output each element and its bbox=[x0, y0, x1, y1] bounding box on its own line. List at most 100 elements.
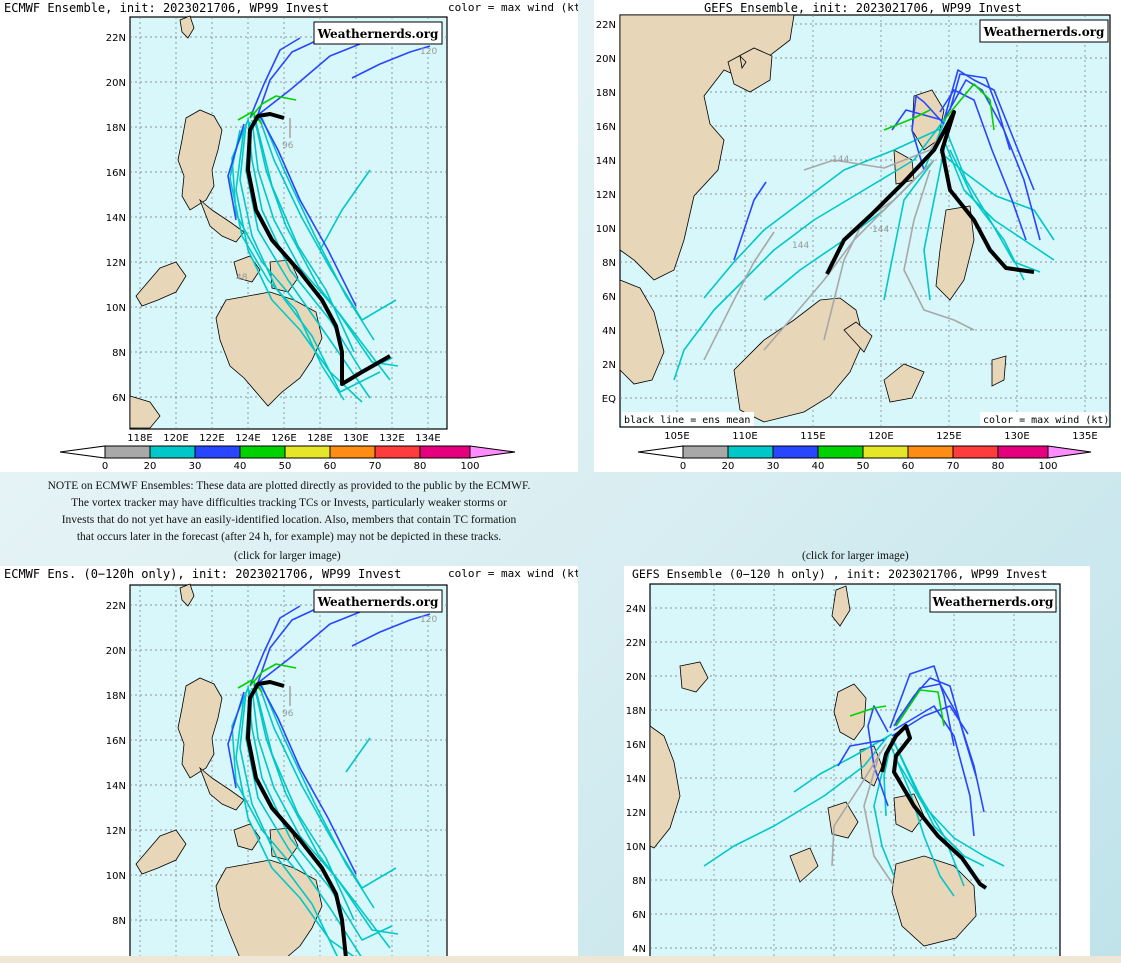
gefs-ensemble-panel[interactable]: GEFS Ensemble, init: 2023021706, WP99 In… bbox=[594, 0, 1121, 472]
colorbar-label: 40 bbox=[812, 461, 825, 472]
lat-label: 18N bbox=[626, 706, 646, 717]
colorbar: 0 20 30 40 50 60 70 80 100 bbox=[637, 445, 1092, 472]
watermark: Weathernerds.org bbox=[983, 25, 1105, 39]
lat-label: 12N bbox=[626, 808, 646, 819]
lon-label: 110E bbox=[732, 431, 757, 442]
colorbar-label: 70 bbox=[947, 461, 960, 472]
note-line: The vortex tracker may have difficulties… bbox=[71, 497, 507, 509]
note-line: NOTE on ECMWF Ensembles: These data are … bbox=[47, 480, 531, 492]
lat-label: 20N bbox=[596, 54, 616, 65]
legend-color-note: color = max wind (kt) bbox=[983, 415, 1109, 426]
color-note: color = max wind (kt) bbox=[448, 567, 578, 580]
lon-label: 105E bbox=[664, 431, 689, 442]
lat-label: 18N bbox=[596, 88, 616, 99]
click-larger-link[interactable]: (click for larger image) bbox=[802, 550, 909, 562]
ecmwf-note: NOTE on ECMWF Ensembles: These data are … bbox=[0, 478, 578, 546]
lat-label: 14N bbox=[106, 781, 126, 792]
lat-label: 8N bbox=[602, 258, 616, 269]
watermark: Weathernerds.org bbox=[317, 595, 439, 609]
color-note: color = max wind (kt) bbox=[448, 1, 578, 14]
lon-label: 128E bbox=[307, 433, 332, 444]
lon-label: 126E bbox=[271, 433, 296, 444]
lat-label: 22N bbox=[106, 33, 126, 44]
colorbar-label: 60 bbox=[324, 461, 337, 472]
lat-label: 6N bbox=[112, 393, 126, 404]
colorbar-label: 80 bbox=[992, 461, 1005, 472]
lat-label: 16N bbox=[106, 168, 126, 179]
lon-label: 122E bbox=[199, 433, 224, 444]
lon-label: 130E bbox=[1004, 431, 1029, 442]
lat-label: 12N bbox=[106, 826, 126, 837]
lat-label: 10N bbox=[626, 842, 646, 853]
lat-label: 16N bbox=[106, 736, 126, 747]
lat-label: 14N bbox=[626, 774, 646, 785]
colorbar-label: 30 bbox=[189, 461, 202, 472]
gefs-120h-track-map: 24N 22N 20N 18N 16N 14N 12N 10N 8N 6N 4N… bbox=[626, 583, 1061, 956]
ecmwf-track-map: 22N 20N 18N 16N 14N 12N 10N 8N 6N 118E 1… bbox=[59, 15, 516, 472]
lat-label: 16N bbox=[596, 122, 616, 133]
lat-label: 12N bbox=[106, 258, 126, 269]
lat-label: 18N bbox=[106, 123, 126, 134]
lon-label: 118E bbox=[127, 433, 152, 444]
colorbar-label: 50 bbox=[857, 461, 870, 472]
lat-label: 8N bbox=[112, 916, 126, 927]
lat-label: 8N bbox=[112, 348, 126, 359]
ecmwf-ensemble-panel[interactable]: ECMWF Ensemble, init: 2023021706, WP99 I… bbox=[0, 0, 578, 472]
track-annotation: 96 bbox=[282, 709, 294, 719]
lat-label: 22N bbox=[106, 601, 126, 612]
colorbar-label: 30 bbox=[767, 461, 780, 472]
note-line: Invests that do not yet have an easily-i… bbox=[61, 514, 517, 526]
track-annotation: 144 bbox=[872, 225, 889, 235]
gefs-120h-panel[interactable]: GEFS Ensemble (0−120 h only) , init: 202… bbox=[624, 566, 1090, 956]
lat-label: 20N bbox=[106, 646, 126, 657]
lat-label: 12N bbox=[596, 190, 616, 201]
note-line: that occurs later in the forecast (after… bbox=[76, 531, 502, 543]
colorbar-label: 0 bbox=[102, 461, 108, 472]
lon-label: 134E bbox=[415, 433, 440, 444]
colorbar: 0 20 30 40 50 60 70 80 100 bbox=[59, 445, 516, 472]
panel-title: ECMWF Ens. (0−120h only), init: 20230217… bbox=[4, 567, 402, 581]
colorbar-label: 50 bbox=[279, 461, 292, 472]
lon-label: 120E bbox=[868, 431, 893, 442]
panel-title: ECMWF Ensemble, init: 2023021706, WP99 I… bbox=[4, 1, 330, 15]
lat-label: 14N bbox=[106, 213, 126, 224]
lat-label: 6N bbox=[602, 292, 616, 303]
lat-label: 20N bbox=[106, 78, 126, 89]
lon-label: 115E bbox=[800, 431, 825, 442]
ecmwf-120h-panel[interactable]: ECMWF Ens. (0−120h only), init: 20230217… bbox=[0, 566, 578, 956]
click-larger-link[interactable]: (click for larger image) bbox=[234, 550, 341, 562]
lat-label: 2N bbox=[602, 360, 616, 371]
lat-label: 8N bbox=[632, 876, 646, 887]
colorbar-label: 100 bbox=[460, 461, 479, 472]
lat-label: 4N bbox=[602, 326, 616, 337]
lat-label: EQ bbox=[602, 394, 616, 405]
colorbar-label: 20 bbox=[722, 461, 735, 472]
colorbar-label: 100 bbox=[1038, 461, 1057, 472]
gefs-track-map: 144 144 144 22N 20N 18N 16N 14N 12N 10N … bbox=[596, 14, 1111, 472]
lat-label: 4N bbox=[632, 944, 646, 955]
lon-label: 132E bbox=[379, 433, 404, 444]
lon-label: 124E bbox=[235, 433, 260, 444]
lat-label: 6N bbox=[632, 910, 646, 921]
watermark: Weathernerds.org bbox=[317, 27, 439, 41]
track-annotation: 120 bbox=[420, 47, 437, 57]
panel-title: GEFS Ensemble, init: 2023021706, WP99 In… bbox=[704, 1, 1022, 15]
track-annotation: 48 bbox=[236, 273, 248, 283]
lat-label: 10N bbox=[106, 871, 126, 882]
lon-label: 125E bbox=[936, 431, 961, 442]
lat-label: 10N bbox=[596, 224, 616, 235]
colorbar-label: 60 bbox=[902, 461, 915, 472]
bottom-strip bbox=[0, 956, 1121, 963]
lat-label: 10N bbox=[106, 303, 126, 314]
lat-label: 14N bbox=[596, 156, 616, 167]
lon-label: 120E bbox=[163, 433, 188, 444]
lon-label: 130E bbox=[343, 433, 368, 444]
track-annotation: 96 bbox=[282, 141, 294, 151]
lat-label: 20N bbox=[626, 672, 646, 683]
colorbar-label: 80 bbox=[414, 461, 427, 472]
lat-label: 18N bbox=[106, 691, 126, 702]
legend-ens-mean: black line = ens mean bbox=[624, 415, 750, 426]
lon-label: 135E bbox=[1072, 431, 1097, 442]
lat-label: 24N bbox=[626, 604, 646, 615]
colorbar-label: 0 bbox=[680, 461, 686, 472]
